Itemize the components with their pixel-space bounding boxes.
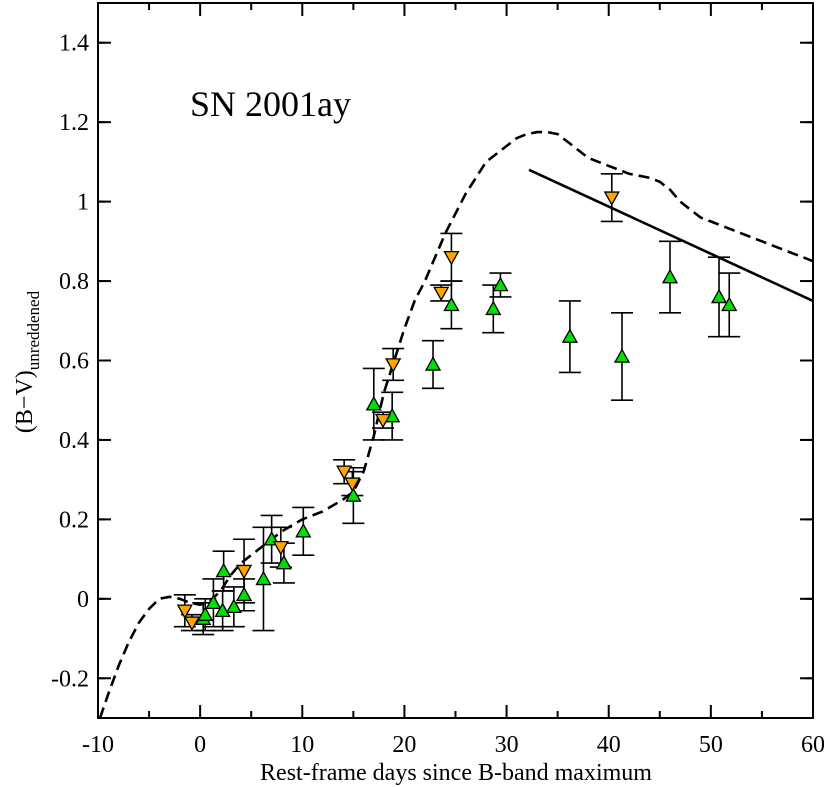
x-tick-label: 0 <box>194 732 206 758</box>
y-axis-label-sub: unreddened <box>24 290 43 370</box>
green-triangle-up-point <box>424 356 442 371</box>
y-tick-label: 1.4 <box>59 31 89 57</box>
green-triangle-up-point <box>492 276 509 292</box>
x-tick-label: 60 <box>801 732 825 758</box>
green-triangle-up-point <box>225 598 242 614</box>
x-tick-label: -10 <box>82 732 114 758</box>
y-tick-label: 1.2 <box>59 110 89 136</box>
orange-triangle-down-point <box>344 477 361 492</box>
orange-triangle-down-point <box>433 286 450 302</box>
error-bars-layer <box>173 173 741 636</box>
green-triangle-up-point <box>485 300 502 316</box>
tick-labels-layer: -10 0 10 20 30 40 50 60 -0.2 0 0.2 0.4 0.6 0.8 1 1.2 1.4 <box>51 31 825 758</box>
y-tick-label: 1 <box>77 190 89 216</box>
orange-triangle-down-point <box>235 564 253 580</box>
curves-layer <box>98 130 814 719</box>
x-tick-label: 40 <box>597 732 621 758</box>
green-triangle-up-point <box>215 562 232 578</box>
green-triangle-up-point <box>710 288 728 304</box>
x-tick-label: 20 <box>392 732 416 758</box>
y-tick-label: 0.4 <box>59 428 89 454</box>
green-triangle-up-point <box>443 296 460 312</box>
orange-triangle-down-point <box>603 191 620 206</box>
green-triangle-up-point <box>613 348 631 363</box>
y-tick-label: 0 <box>77 587 89 613</box>
ticks-layer <box>97 3 814 718</box>
green-triangle-up-point <box>661 268 679 284</box>
solid-fit-line <box>528 168 814 303</box>
y-tick-label: -0.2 <box>51 666 89 692</box>
green-triangle-up-point <box>295 522 312 538</box>
y-axis-label: (B−V)unreddened <box>12 290 43 433</box>
green-triangle-up-point <box>197 606 214 621</box>
green-triangle-up-point <box>365 395 382 411</box>
orange-triangle-down-point <box>176 604 193 620</box>
y-tick-label: 0.8 <box>59 269 89 295</box>
dashed-model-curve <box>98 130 814 719</box>
green-triangle-up-point <box>345 487 362 502</box>
y-tick-label: 0.6 <box>59 349 89 375</box>
y-tick-label: 0.2 <box>59 507 89 533</box>
x-tick-label: 30 <box>495 732 519 758</box>
green-triangle-up-point <box>214 602 231 617</box>
orange-triangle-down-point <box>183 616 201 632</box>
x-tick-label: 10 <box>290 732 314 758</box>
x-axis-label: Rest-frame days since B-band maximum <box>260 760 652 786</box>
green-triangle-up-point <box>561 328 579 343</box>
green-triangle-up-point <box>275 554 293 570</box>
chart-title: SN 2001ay <box>190 84 351 124</box>
orange-triangle-down-point <box>336 465 353 481</box>
y-axis-label-main: (B−V) <box>12 370 38 433</box>
orange-triangle-down-point <box>385 358 402 373</box>
green-triangle-up-point <box>205 594 222 610</box>
orange-triangle-down-point <box>272 540 289 556</box>
orange-triangle-down-point <box>443 250 460 266</box>
x-tick-label: 50 <box>699 732 723 758</box>
markers-layer <box>176 191 738 632</box>
green-triangle-up-point <box>721 296 738 312</box>
green-triangle-up-point <box>235 586 253 602</box>
green-triangle-up-point <box>255 570 272 586</box>
orange-triangle-down-point <box>374 413 392 429</box>
